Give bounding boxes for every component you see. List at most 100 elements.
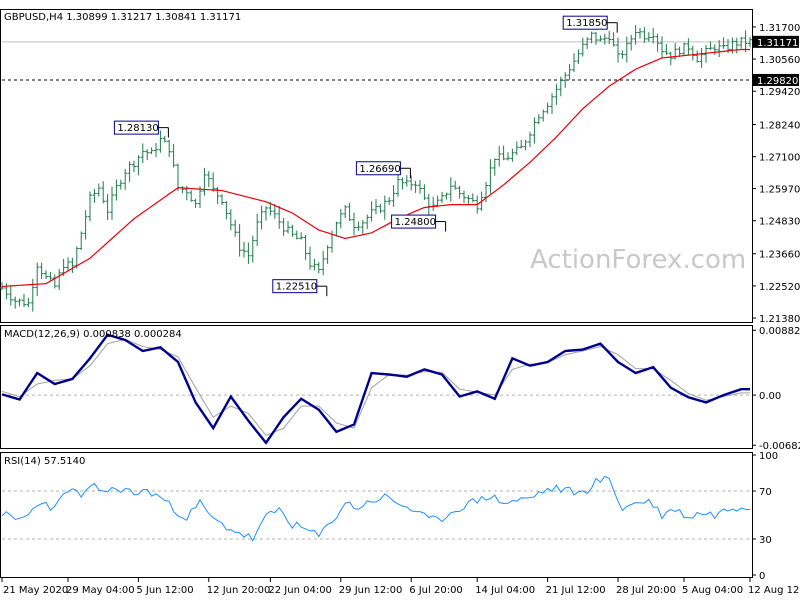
ohlc-bar <box>48 271 53 282</box>
ohlc-bar <box>158 130 163 153</box>
time-tick-label: 29 Jun 12:00 <box>339 585 403 596</box>
ohlc-bar <box>66 257 70 271</box>
ohlc-bar <box>695 50 700 63</box>
ohlc-bar <box>638 27 642 39</box>
ohlc-bar <box>44 270 48 280</box>
ohlc-bar <box>690 45 695 61</box>
price-tick-label: 1.30560 <box>759 55 800 66</box>
ohlc-bar <box>127 161 132 182</box>
time-tick-label: 22 Jun 04:00 <box>268 585 332 596</box>
ohlc-bar <box>699 47 704 69</box>
ohlc-bar <box>35 262 40 297</box>
macd-main-line <box>1 333 750 445</box>
callout-box <box>562 15 608 30</box>
ohlc-bar <box>501 145 506 161</box>
ohlc-bar <box>633 25 638 45</box>
ohlc-bar <box>660 36 664 58</box>
ohlc-bar <box>118 179 123 190</box>
ohlc-bar <box>734 37 739 54</box>
ohlc-bar <box>721 37 726 49</box>
ohlc-bar <box>418 179 422 194</box>
callout-label: 1.28130 <box>117 123 158 134</box>
ohlc-bar <box>211 172 216 192</box>
ohlc-bar <box>396 172 400 197</box>
macd-layer: 0.008824 0.00 -0.006825 <box>1 326 800 452</box>
rsi-header: RSI(14) 57.5140 <box>4 456 85 467</box>
ohlc-bar <box>154 143 158 158</box>
ohlc-bar <box>528 131 532 147</box>
price-tick-label: 1.23660 <box>759 250 800 261</box>
macd-tick-label: -0.006825 <box>759 441 800 452</box>
price-tick-label: 1.27100 <box>759 153 800 164</box>
time-tick-label: 5 Jun 12:00 <box>136 585 193 596</box>
ohlc-bar <box>387 196 392 206</box>
moving-average <box>1 48 750 288</box>
ohlc-bar <box>462 190 466 204</box>
ohlc-bar <box>312 258 317 271</box>
time-tick-label: 12 Aug 12:00 <box>748 585 800 596</box>
ohlc-bar <box>321 250 326 276</box>
ohlc-bar <box>202 167 207 196</box>
ohlc-bar <box>510 148 515 162</box>
ohlc-bar <box>519 139 524 149</box>
ohlc-bar <box>550 93 554 114</box>
ohlc-bar <box>356 221 361 231</box>
ohlc-bar <box>655 33 660 52</box>
ohlc-bar <box>303 234 308 260</box>
ohlc-bar <box>748 36 752 48</box>
price-tick-label: 1.28240 <box>759 121 800 132</box>
ohlc-bar <box>598 35 603 42</box>
ohlc-bar <box>233 219 238 237</box>
ohlc-bar <box>281 218 286 236</box>
price-tick-label: 1.21380 <box>759 314 800 325</box>
callout-label: 1.22510 <box>276 282 317 293</box>
ohlc-bar <box>39 262 44 280</box>
ohlc-bar <box>409 175 414 191</box>
ohlc-bar <box>611 32 616 47</box>
price-tick-label: 1.25970 <box>759 185 800 196</box>
price-callouts: 1.28130 1.22510 1.26690 1.24800 1.31850 <box>113 15 618 297</box>
callout-label: 1.31850 <box>566 18 607 29</box>
ohlc-bar <box>435 195 440 208</box>
ohlc-bar <box>149 147 154 155</box>
callout-label: 1.24800 <box>395 217 436 228</box>
time-tick-label: 21 May 2020 <box>3 585 68 596</box>
ohlc-bar <box>360 219 365 234</box>
ohlc-bar <box>242 241 246 258</box>
ohlc-bar <box>743 30 748 53</box>
ohlc-bar <box>642 27 647 43</box>
ohlc-bar <box>105 194 110 221</box>
ohlc-bar <box>572 53 576 72</box>
ohlc-bar <box>664 43 669 56</box>
ohlc-bar <box>294 230 299 240</box>
ohlc-bar <box>92 188 97 203</box>
macd-tick-label: 0.00 <box>759 391 781 402</box>
callout-box <box>113 120 159 135</box>
ohlc-bar <box>132 160 136 173</box>
ohlc-bar <box>589 31 594 44</box>
ohlc-bar <box>651 27 656 44</box>
rsi-tick-label: 30 <box>759 535 772 546</box>
time-tick-label: 29 May 04:00 <box>66 585 135 596</box>
ohlc-bar <box>167 139 172 158</box>
ohlc-bar <box>382 195 387 220</box>
ohlc-bar <box>290 224 295 237</box>
price-tags: 1.31171 1.29820 <box>753 35 799 87</box>
ohlc-bar <box>554 84 559 105</box>
ohlc-bar <box>325 245 330 264</box>
ohlc-bar <box>13 296 18 309</box>
time-tick-label: 6 Jul 20:00 <box>409 585 463 596</box>
ohlc-bar <box>316 262 321 274</box>
macd-header: MACD(12,26,9) 0.000838 0.000284 <box>4 329 182 340</box>
ohlc-bar <box>198 186 202 209</box>
callout-label: 1.26690 <box>359 164 400 175</box>
ohlc-bar <box>374 199 378 215</box>
ohlc-bar <box>264 206 268 221</box>
ohlc-bar <box>308 246 312 270</box>
ohlc-bar <box>189 190 194 202</box>
ohlc-bar <box>620 50 625 59</box>
ohlc-bar <box>536 113 541 125</box>
ohlc-bar <box>110 186 114 221</box>
ohlc-bar <box>17 298 22 307</box>
macd-tick-label: 0.008824 <box>759 326 800 337</box>
